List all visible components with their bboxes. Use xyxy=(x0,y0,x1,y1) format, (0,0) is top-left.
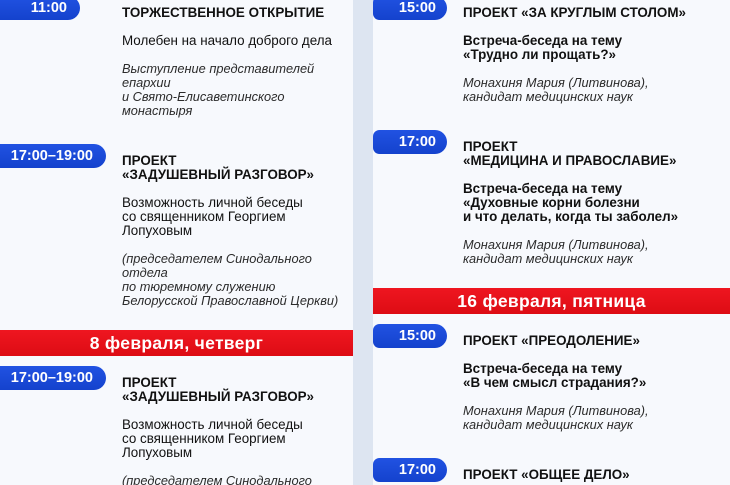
event-note: (председателем Синодального отдела по тю… xyxy=(122,473,312,485)
event-note: Выступление представителей епархии и Свя… xyxy=(122,61,315,118)
column-content: 15:00 ПРОЕКТ «ЗА КРУГЛЫМ СТОЛОМ» Встреча… xyxy=(373,0,730,485)
time-badge: 17:00–19:00 xyxy=(0,366,106,390)
time-badge: 17:00 xyxy=(373,458,447,482)
event-note: Монахиня Мария (Литвинова), кандидат мед… xyxy=(463,403,649,432)
event-title: ПРОЕКТ «ПРЕОДОЛЕНИЕ» xyxy=(463,333,640,348)
event-title: ПРОЕКТ «ЗАДУШЕВНЫЙ РАЗГОВОР» xyxy=(122,375,314,404)
event-row: 11:00 ТОРЖЕСТВЕННОЕ ОТКРЫТИЕ Молебен на … xyxy=(0,0,353,132)
column-content: 11:00 ТОРЖЕСТВЕННОЕ ОТКРЫТИЕ Молебен на … xyxy=(0,0,353,485)
event-title: ПРОЕКТ «ЗАДУШЕВНЫЙ РАЗГОВОР» xyxy=(122,153,314,182)
event-note: Монахиня Мария (Литвинова), кандидат мед… xyxy=(463,75,649,104)
event-description: Встреча-беседа на тему «Трудно ли прощат… xyxy=(463,33,623,62)
event-title: ТОРЖЕСТВЕННОЕ ОТКРЫТИЕ xyxy=(122,5,325,20)
event-description: Встреча-беседа на тему «В чем смысл стра… xyxy=(463,361,647,390)
date-banner: 8 февраля, четверг xyxy=(0,330,353,356)
event-row: 17:00 ПРОЕКТ «ОБЩЕЕ ДЕЛО» Встреча-беседа… xyxy=(373,454,730,485)
event-title: ПРОЕКТ «ОБЩЕЕ ДЕЛО» xyxy=(463,467,630,482)
event-title: ПРОЕКТ «МЕДИЦИНА И ПРАВОСЛАВИЕ» xyxy=(463,139,677,168)
time-badge: 11:00 xyxy=(0,0,80,20)
event-row: 15:00 ПРОЕКТ «ПРЕОДОЛЕНИЕ» Встреча-бесед… xyxy=(373,320,730,446)
event-note: (председателем Синодального отдела по тю… xyxy=(122,251,339,308)
event-description: Возможность личной беседы со священником… xyxy=(122,195,303,238)
event-description: Молебен на начало доброго дела xyxy=(122,33,332,48)
schedule-column-right: 15:00 ПРОЕКТ «ЗА КРУГЛЫМ СТОЛОМ» Встреча… xyxy=(373,0,730,485)
time-badge: 15:00 xyxy=(373,0,447,20)
time-badge: 17:00 xyxy=(373,130,447,154)
event-row: 17:00–19:00 ПРОЕКТ «ЗАДУШЕВНЫЙ РАЗГОВОР»… xyxy=(0,362,353,485)
event-title: ПРОЕКТ «ЗА КРУГЛЫМ СТОЛОМ» xyxy=(463,5,686,20)
event-note: Монахиня Мария (Литвинова), кандидат мед… xyxy=(463,237,649,266)
date-banner: 16 февраля, пятница xyxy=(373,288,730,314)
event-description: Встреча-беседа на тему «Духовные корни б… xyxy=(463,181,679,224)
time-badge: 17:00–19:00 xyxy=(0,144,106,168)
schedule-column-left: 11:00 ТОРЖЕСТВЕННОЕ ОТКРЫТИЕ Молебен на … xyxy=(0,0,353,485)
event-row: 15:00 ПРОЕКТ «ЗА КРУГЛЫМ СТОЛОМ» Встреча… xyxy=(373,0,730,118)
event-row: 17:00 ПРОЕКТ «МЕДИЦИНА И ПРАВОСЛАВИЕ» Вс… xyxy=(373,126,730,280)
event-description: Возможность личной беседы со священником… xyxy=(122,417,303,460)
event-row: 17:00–19:00 ПРОЕКТ «ЗАДУШЕВНЫЙ РАЗГОВОР»… xyxy=(0,140,353,322)
time-badge: 15:00 xyxy=(373,324,447,348)
